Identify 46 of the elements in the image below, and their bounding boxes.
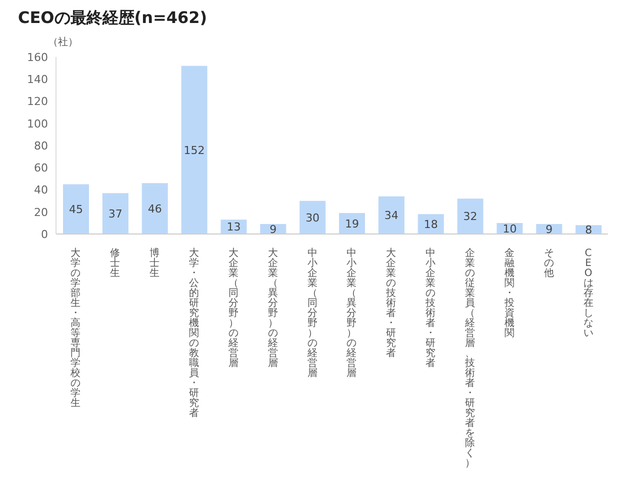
category-label: 大企業（同分野）の経営層: [228, 248, 238, 369]
data-label: 45: [69, 203, 83, 216]
data-label: 30: [306, 211, 320, 224]
bar: [63, 184, 89, 234]
category-label: 大学・公的研究機関の教職員・研究者: [189, 248, 199, 419]
x-tick-label: その他: [544, 248, 554, 279]
category-label: CEOは存在しない: [583, 248, 594, 339]
y-tick-label: 40: [34, 184, 48, 197]
category-label: 中小企業（異分野）の経営層: [346, 248, 357, 379]
y-tick-label: 140: [27, 73, 48, 86]
y-tick-label: 60: [34, 162, 48, 175]
x-tick-label: 博士生: [150, 247, 160, 279]
data-label: 32: [463, 210, 478, 224]
y-tick-label: 100: [27, 117, 48, 130]
data-label: 18: [424, 218, 438, 231]
category-label: 企業の従業員（経営層、技術者・研究者を除く）: [465, 248, 475, 469]
category-label: 大企業（異分野）の経営層: [268, 248, 278, 369]
data-label: 46: [148, 202, 162, 216]
category-label: 大企業の技術者・研究者: [386, 248, 396, 359]
y-tick-label: 80: [34, 139, 48, 152]
y-tick-label: 20: [34, 206, 48, 219]
data-label: 37: [108, 207, 122, 220]
data-label: 152: [184, 144, 205, 157]
category-label: 金融機関・投資機関: [504, 248, 514, 339]
data-label: 9: [546, 222, 553, 236]
bar: [102, 193, 128, 234]
data-label: 10: [502, 222, 517, 236]
chart-title: CEOの最終経歴(n=462): [18, 8, 208, 29]
data-label: 19: [345, 217, 359, 230]
bar: [457, 198, 484, 234]
bar: [181, 66, 208, 234]
data-label: 8: [585, 223, 592, 236]
category-label: 大学の学部生・高等専門学校の学生: [70, 248, 81, 409]
data-label: 13: [226, 220, 241, 234]
y-tick-label: 120: [27, 95, 48, 108]
y-tick-label: 0: [41, 228, 48, 241]
category-label: 中小企業（同分野）の経営層: [307, 248, 318, 379]
y-axis-title: （社）: [48, 36, 79, 49]
bar: [378, 196, 404, 234]
x-tick-label: 修士生: [110, 248, 120, 279]
y-tick-label: 160: [27, 50, 48, 64]
data-label: 34: [384, 209, 398, 222]
bar: [300, 200, 326, 234]
bar: [142, 183, 168, 234]
data-label: 9: [270, 222, 277, 236]
category-label: 中小企業の技術者・研究者: [426, 248, 436, 369]
